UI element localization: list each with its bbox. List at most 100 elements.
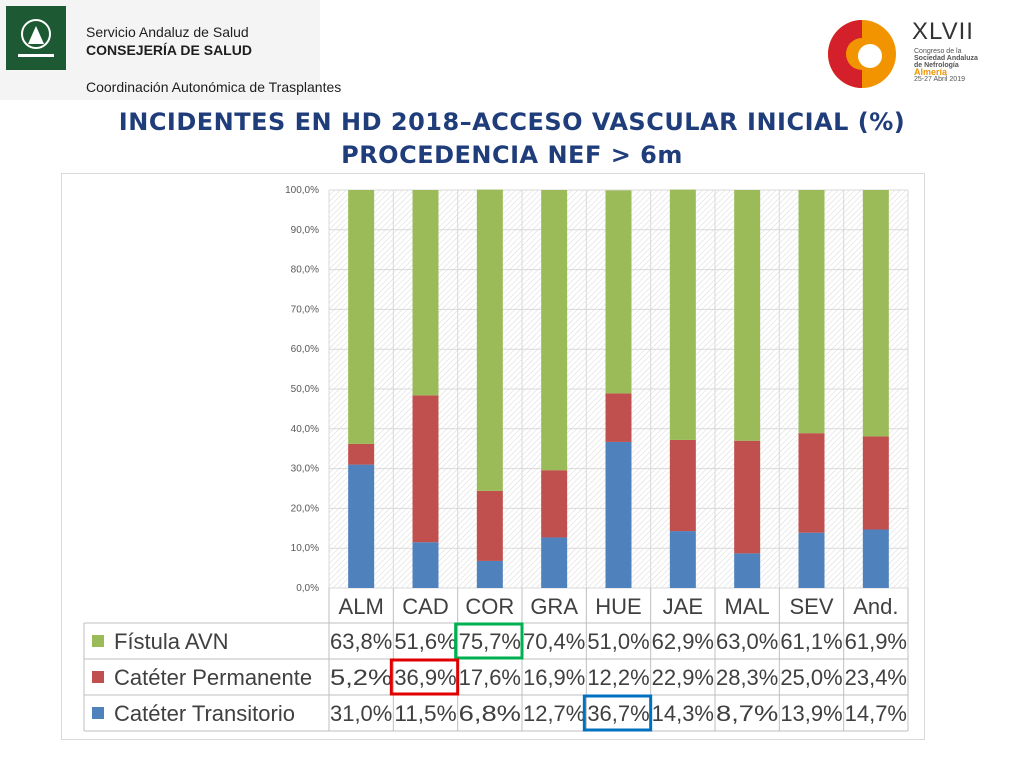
data-label: 17,6% — [459, 665, 521, 690]
y-tick-label: 30,0% — [291, 464, 319, 475]
data-label: 14,3% — [652, 701, 714, 726]
bar-jae-f-stula-avn — [669, 189, 696, 440]
bar-cor-cat-ter-permanente — [476, 490, 503, 561]
x-tick-label: GRA — [530, 594, 578, 619]
legend-key-cat-ter-transitorio — [92, 707, 104, 719]
data-label: 75,7% — [459, 629, 521, 654]
chart-frame: 0,0% 10,0% 20,0% 30,0% 40,0% 50,0% 60,0% 70,0% 8… — [61, 173, 925, 740]
congress-emblem-icon — [828, 20, 896, 88]
congress-dates: 25-27 Abril 2019 — [914, 76, 965, 83]
x-tick-label: JAE — [663, 594, 703, 619]
y-tick-label: 40,0% — [291, 424, 319, 435]
bar-gra-cat-ter-transitorio — [541, 537, 568, 588]
bar-cad-cat-ter-transitorio — [412, 542, 439, 588]
highlight-box-cor — [454, 622, 524, 660]
bar-cad-cat-ter-permanente — [412, 395, 439, 543]
x-tick-label: CAD — [402, 594, 448, 619]
highlight-box-hue — [582, 694, 653, 732]
junta-andalucia-logo — [6, 6, 66, 70]
data-label: 5,2% — [330, 665, 392, 690]
data-label: 12,2% — [587, 665, 649, 690]
congress-city: Almería — [914, 67, 948, 77]
data-label: 63,8% — [330, 629, 392, 654]
bar-gra-cat-ter-permanente — [541, 470, 568, 538]
data-label: 62,9% — [652, 629, 714, 654]
bar-alm-f-stula-avn — [348, 190, 375, 444]
y-tick-label: 80,0% — [291, 265, 319, 276]
bar-sev-cat-ter-permanente — [798, 433, 825, 533]
data-label: 36,9% — [394, 665, 456, 690]
bar-and-cat-ter-permanente — [862, 436, 889, 530]
congress-line2: Sociedad Andaluza — [914, 55, 978, 62]
x-tick-label: And. — [853, 594, 898, 619]
slide-title: INCIDENTES EN HD 2018–ACCESO VASCULAR IN… — [118, 108, 906, 136]
org-coordination-name: Coordinación Autonómica de Trasplantes — [86, 79, 342, 95]
data-label: 13,9% — [780, 701, 842, 726]
y-tick-label: 20,0% — [291, 503, 319, 514]
bar-jae-cat-ter-transitorio — [669, 531, 696, 588]
data-label: 8,7% — [716, 701, 778, 726]
data-label: 61,9% — [845, 629, 907, 654]
bar-mal-cat-ter-permanente — [734, 440, 761, 554]
legend-label: Catéter Transitorio — [114, 701, 295, 726]
x-tick-label: MAL — [725, 594, 770, 619]
bar-cad-f-stula-avn — [412, 190, 439, 396]
org-service-name: Servicio Andaluz de Salud — [86, 24, 249, 40]
x-tick-label: ALM — [339, 594, 384, 619]
data-label: 25,0% — [780, 665, 842, 690]
data-label: 51,0% — [587, 629, 649, 654]
legend-label: Fístula AVN — [114, 629, 229, 654]
congress-logo: XLVII Congreso de la Sociedad Andaluza d… — [822, 14, 1012, 94]
bar-jae-cat-ter-permanente — [669, 439, 696, 532]
bar-and-f-stula-avn — [862, 190, 889, 437]
data-label: 70,4% — [523, 629, 585, 654]
bar-gra-f-stula-avn — [541, 190, 568, 471]
bar-alm-cat-ter-permanente — [348, 443, 375, 465]
bar-alm-cat-ter-transitorio — [348, 464, 375, 588]
y-tick-label: 70,0% — [291, 304, 319, 315]
bar-hue-cat-ter-transitorio — [605, 441, 632, 588]
legend-key-f-stula-avn — [92, 635, 104, 647]
data-label: 51,6% — [394, 629, 456, 654]
legend-key-cat-ter-permanente — [92, 671, 104, 683]
x-tick-label: HUE — [595, 594, 641, 619]
sas-logo-panel: Servicio Andaluz de Salud CONSEJERÍA DE … — [0, 0, 341, 100]
bar-mal-cat-ter-transitorio — [734, 553, 761, 588]
bar-cor-cat-ter-transitorio — [476, 560, 503, 588]
y-tick-label: 60,0% — [291, 344, 319, 355]
x-tick-label: SEV — [789, 594, 833, 619]
data-label: 6,8% — [459, 701, 521, 726]
org-ministry-name: CONSEJERÍA DE SALUD — [86, 42, 252, 58]
bar-and-cat-ter-transitorio — [862, 529, 889, 588]
y-tick-label: 10,0% — [291, 543, 319, 554]
legend-label: Catéter Permanente — [114, 665, 312, 690]
data-label: 28,3% — [716, 665, 778, 690]
data-label: 31,0% — [330, 701, 392, 726]
y-tick-label: 50,0% — [291, 384, 319, 395]
congress-line1: Congreso de la — [914, 48, 962, 55]
bar-mal-f-stula-avn — [734, 190, 761, 441]
data-label: 14,7% — [845, 701, 907, 726]
y-tick-label: 90,0% — [291, 225, 319, 236]
data-label: 11,5% — [394, 701, 456, 726]
bar-cor-f-stula-avn — [476, 189, 503, 491]
congress-line3: de Nefrología — [914, 62, 959, 69]
bar-sev-f-stula-avn — [798, 190, 825, 434]
data-label: 63,0% — [716, 629, 778, 654]
bar-hue-f-stula-avn — [605, 190, 632, 394]
y-tick-label: 0,0% — [296, 583, 319, 594]
x-tick-label: COR — [465, 594, 514, 619]
slide-subtitle: PROCEDENCIA NEF > 6m — [341, 141, 683, 169]
data-label: 12,7% — [523, 701, 585, 726]
stacked-bar-chart: 0,0% 10,0% 20,0% 30,0% 40,0% 50,0% 60,0% 70,0% 8… — [83, 185, 909, 732]
bar-sev-cat-ter-transitorio — [798, 532, 825, 588]
congress-text: Congreso de la Sociedad Andaluza de Nefr… — [914, 48, 978, 83]
data-label: 23,4% — [845, 665, 907, 690]
data-label: 36,7% — [587, 701, 649, 726]
congress-number: XLVII — [912, 18, 974, 45]
bar-hue-cat-ter-permanente — [605, 393, 632, 442]
data-label: 16,9% — [523, 665, 585, 690]
highlight-box-cad — [389, 658, 460, 696]
y-tick-label: 100,0% — [285, 185, 319, 196]
data-label: 22,9% — [652, 665, 714, 690]
